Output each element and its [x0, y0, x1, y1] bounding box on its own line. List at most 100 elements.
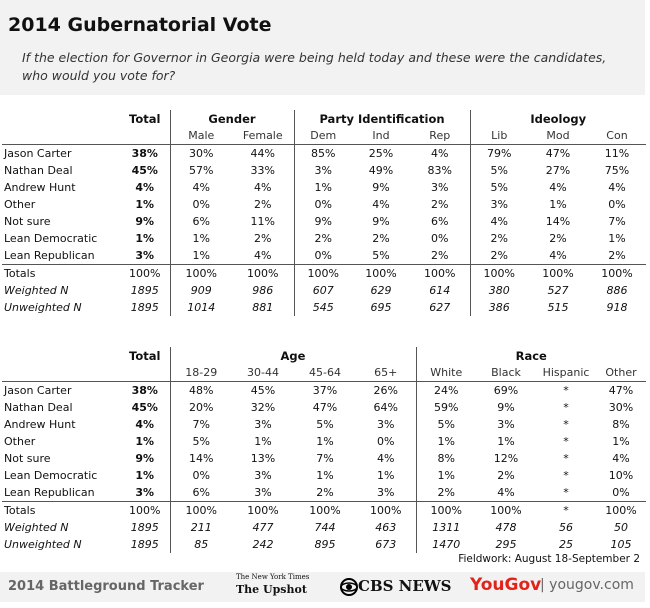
fieldwork: Fieldwork: August 18-September 2	[458, 553, 640, 565]
cell: 4%	[232, 179, 295, 196]
cell: 1895	[120, 536, 171, 553]
row: Lean Democratic 1% 0% 3% 1% 1% 1% 2% * 10%	[2, 467, 646, 484]
cell: 11%	[604, 147, 630, 160]
upshot-logo: The Upshot	[236, 583, 307, 596]
column-header: Other	[596, 364, 646, 382]
cell: 100%	[232, 501, 294, 519]
cell: 64%	[356, 399, 417, 416]
group-header-row: Total Age Race	[2, 347, 646, 364]
cell: 477	[252, 521, 274, 534]
cell: 30%	[189, 147, 214, 160]
group-header: Gender	[170, 110, 295, 127]
cell: 1%	[549, 198, 567, 211]
cell: 1895	[120, 299, 171, 316]
column-header: Lib	[470, 127, 528, 145]
cell: 9%	[372, 215, 390, 228]
cell: 100%	[120, 501, 171, 519]
row: Weighted N 1895 909 986 607 629 614 380 527 886	[2, 282, 646, 299]
cell: 12%	[493, 452, 519, 465]
column-header: 18-29	[170, 364, 232, 382]
cell: 4%	[232, 247, 295, 265]
cell: 3%	[254, 469, 272, 482]
cell: 1%	[192, 232, 210, 245]
group-header: Party Identification	[294, 110, 471, 127]
row-label: Lean Democratic	[4, 469, 98, 482]
row-label: Other	[4, 435, 36, 448]
row: Jason Carter 38% 48% 45% 37% 26% 24% 69% * 47%	[2, 381, 646, 399]
cell: 4%	[612, 452, 630, 465]
cell: 4%	[549, 249, 567, 262]
cell: 32%	[250, 401, 276, 414]
column-header: Female	[232, 127, 295, 145]
row-label: Lean Republican	[4, 249, 95, 262]
cell: 2%	[410, 196, 471, 213]
cell: 2%	[490, 232, 508, 245]
cell: 26%	[356, 381, 417, 399]
cell: 100%	[294, 264, 352, 282]
footer: 2014 Battleground Tracker The New York T…	[0, 572, 645, 602]
cell: 33%	[232, 162, 295, 179]
cell: 47%	[608, 384, 634, 397]
cell: 7%	[192, 418, 210, 431]
blank	[120, 127, 171, 145]
cell: 2%	[608, 249, 626, 262]
cell: 2%	[549, 232, 567, 245]
cell: 1%	[314, 181, 332, 194]
cell: 380	[488, 284, 510, 297]
cell: 242	[252, 538, 274, 551]
cell: 100%	[170, 264, 232, 282]
cell: 100%	[470, 264, 528, 282]
column-header: 30-44	[232, 364, 294, 382]
cell: 45%	[250, 384, 276, 397]
cell: 50	[614, 521, 628, 534]
cell: 3%	[120, 484, 171, 502]
cell: 0%	[612, 486, 630, 499]
cell: 607	[312, 284, 334, 297]
cell: 5%	[490, 181, 508, 194]
cell: 2%	[372, 232, 390, 245]
cell: 1%	[437, 435, 455, 448]
cell: 45%	[120, 162, 171, 179]
row: Unweighted N 1895 1014 881 545 695 627 386 515 91…	[2, 299, 646, 316]
cell: 1895	[120, 282, 171, 299]
row: Totals 100% 100% 100% 100% 100% 100% 100% * 100%	[2, 501, 646, 519]
cell: *	[563, 401, 569, 414]
row: Lean Democratic 1% 1% 2% 2% 2% 0% 2% 2% 1%	[2, 230, 646, 247]
row-label: Nathan Deal	[4, 401, 73, 414]
row: Nathan Deal 45% 57% 33% 3% 49% 83% 5% 27% 75%	[2, 162, 646, 179]
cell: 886	[606, 284, 628, 297]
cell: *	[563, 486, 569, 499]
cell: 918	[606, 301, 628, 314]
cell: 10%	[608, 469, 634, 482]
cell: 9%	[120, 450, 171, 467]
cell: 1311	[432, 521, 461, 534]
cell: 100%	[596, 501, 646, 519]
cell: 25%	[368, 147, 394, 160]
column-header: Con	[588, 127, 646, 145]
row-label: Totals	[2, 501, 120, 519]
cell: 47%	[312, 401, 338, 414]
header: 2014 Gubernatorial Vote If the election …	[0, 0, 645, 95]
blank	[2, 110, 120, 127]
cell: 614	[410, 282, 471, 299]
yougov-logo: YouGov	[470, 575, 542, 595]
cell: 37%	[312, 384, 338, 397]
cell: 4%	[120, 416, 171, 433]
row: Andrew Hunt 4% 4% 4% 1% 9% 3% 5% 4% 4%	[2, 179, 646, 196]
total-header: Total	[120, 347, 171, 364]
cell: 45%	[120, 399, 171, 416]
row-label: Not sure	[4, 452, 51, 465]
cell: 49%	[368, 164, 394, 177]
cell: 986	[232, 282, 295, 299]
cell: 211	[190, 521, 212, 534]
cell: 8%	[612, 418, 630, 431]
cell: 3%	[314, 164, 332, 177]
cell: 0%	[410, 230, 471, 247]
row-label: Not sure	[4, 215, 51, 228]
cell: 3%	[410, 179, 471, 196]
column-header: Dem	[294, 127, 352, 145]
row-label: Unweighted N	[4, 538, 82, 551]
cell: 463	[356, 519, 417, 536]
cell: 100%	[588, 264, 646, 282]
